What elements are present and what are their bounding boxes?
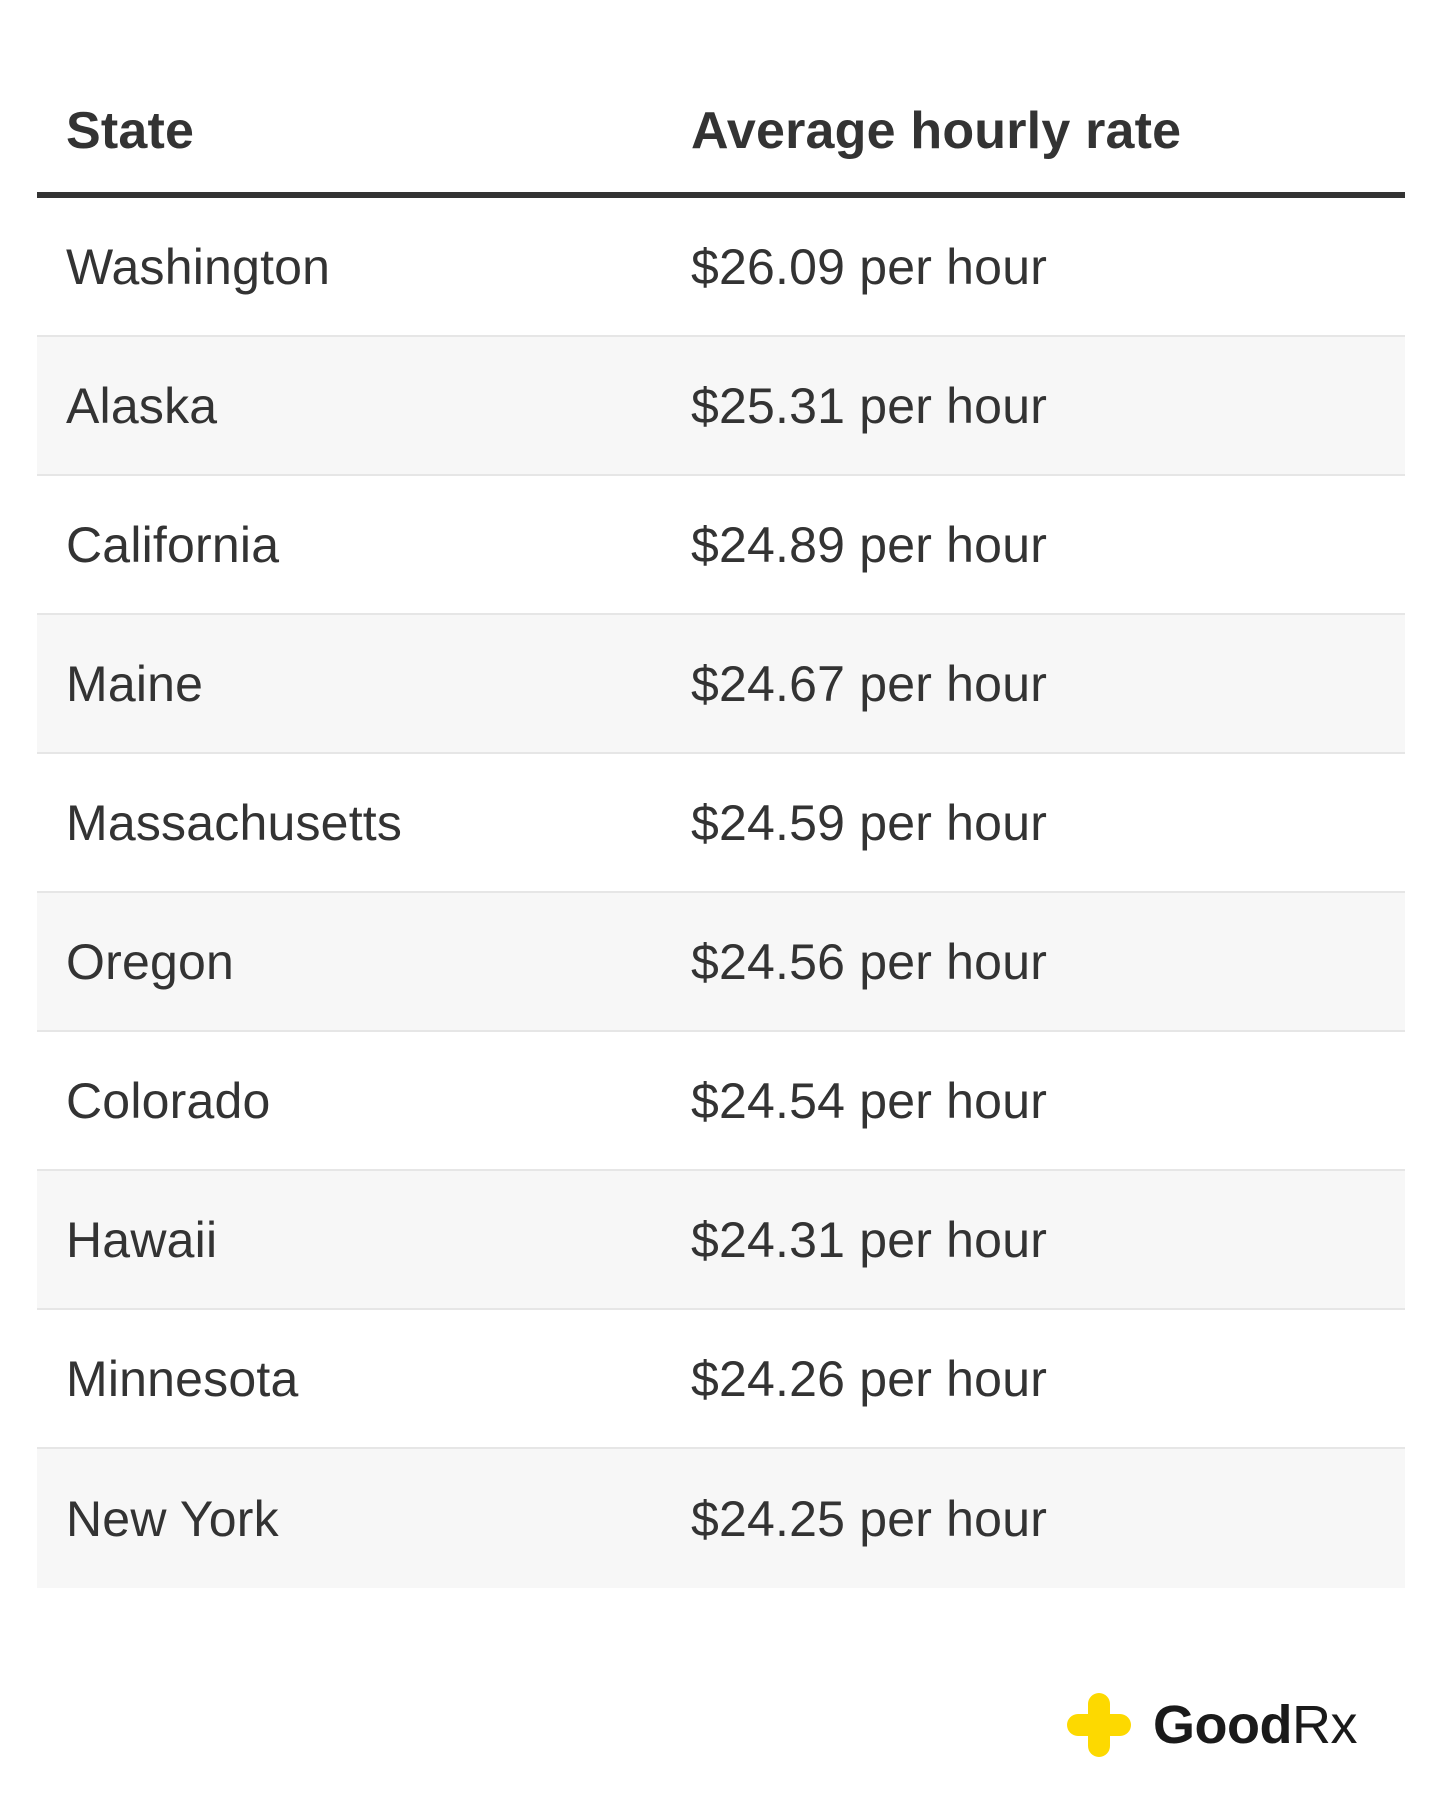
header-state: State: [66, 102, 195, 160]
state-cell: New York: [66, 1490, 279, 1547]
state-cell: Massachusetts: [66, 794, 403, 851]
rate-cell: $24.26 per hour: [691, 1350, 1048, 1407]
table-row: Washington $26.09 per hour: [37, 198, 1405, 337]
hourly-rate-table: State Average hourly rate Washington $26…: [37, 70, 1405, 1588]
rate-cell: $24.67 per hour: [691, 655, 1048, 712]
goodrx-plus-icon: [1067, 1693, 1131, 1757]
rate-cell: $25.31 per hour: [691, 377, 1048, 434]
wordmark-good: Good: [1153, 1695, 1292, 1755]
state-cell: Minnesota: [66, 1350, 299, 1407]
table-row: Alaska $25.31 per hour: [37, 337, 1405, 476]
state-cell: Hawaii: [66, 1211, 218, 1268]
state-cell: Colorado: [66, 1072, 271, 1129]
goodrx-logo: GoodRx: [1067, 1692, 1357, 1758]
rate-cell: $24.89 per hour: [691, 516, 1048, 573]
table-row: New York $24.25 per hour: [37, 1449, 1405, 1588]
table-row: Hawaii $24.31 per hour: [37, 1171, 1405, 1310]
rate-cell: $24.56 per hour: [691, 933, 1048, 990]
header-average-hourly-rate: Average hourly rate: [691, 102, 1182, 160]
rate-cell: $24.54 per hour: [691, 1072, 1048, 1129]
state-cell: Maine: [66, 655, 204, 712]
rate-cell: $26.09 per hour: [691, 238, 1048, 295]
goodrx-wordmark: GoodRx: [1153, 1694, 1357, 1756]
table-row: Massachusetts $24.59 per hour: [37, 754, 1405, 893]
table-row: Colorado $24.54 per hour: [37, 1032, 1405, 1171]
rate-cell: $24.31 per hour: [691, 1211, 1048, 1268]
table-row: California $24.89 per hour: [37, 476, 1405, 615]
table-row: Minnesota $24.26 per hour: [37, 1310, 1405, 1449]
wordmark-rx: Rx: [1291, 1695, 1358, 1755]
state-cell: Washington: [66, 238, 331, 295]
rate-cell: $24.25 per hour: [691, 1490, 1048, 1547]
state-cell: Oregon: [66, 933, 234, 990]
rate-cell: $24.59 per hour: [691, 794, 1048, 851]
state-cell: California: [66, 516, 280, 573]
table-row: Maine $24.67 per hour: [37, 615, 1405, 754]
state-cell: Alaska: [66, 377, 218, 434]
table-header: State Average hourly rate: [37, 70, 1405, 198]
table-row: Oregon $24.56 per hour: [37, 893, 1405, 1032]
